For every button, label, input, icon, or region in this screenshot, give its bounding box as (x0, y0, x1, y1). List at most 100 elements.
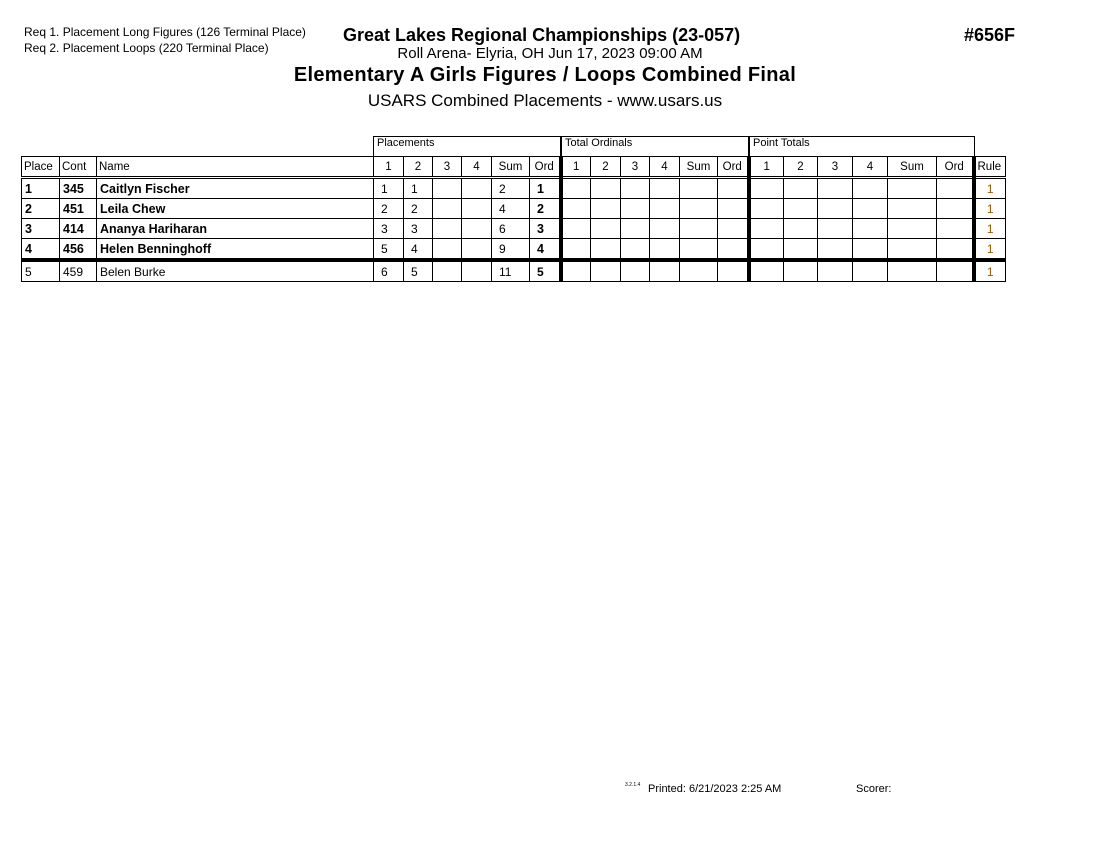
placement-4-cell (461, 238, 492, 262)
points-4-cell (852, 259, 888, 282)
col-ordinal-1: 1 (560, 156, 591, 179)
name-cell: Helen Benninghoff (96, 238, 374, 262)
rule-cell: 1 (973, 218, 1006, 239)
ordinal-1-cell (560, 177, 591, 199)
ordinal-2-cell (590, 238, 621, 262)
placement-3-cell (432, 177, 462, 199)
place-cell: 5 (21, 259, 60, 282)
cont-cell: 456 (59, 238, 97, 262)
points-ord-cell (936, 177, 976, 199)
points-4-cell (852, 177, 888, 199)
scorer-label: Scorer: (856, 783, 892, 795)
ordinal-sum-cell (679, 198, 718, 219)
table-row: 2 451 Leila Chew 2 2 4 2 1 (21, 198, 1006, 219)
table-row: 3 414 Ananya Hariharan 3 3 6 3 1 (21, 218, 1006, 239)
col-points-ord: Ord (936, 156, 976, 179)
points-4-cell (852, 218, 888, 239)
placement-2-cell: 5 (403, 259, 433, 282)
ordinal-ord-cell (717, 218, 751, 239)
placement-1-cell: 1 (373, 177, 404, 199)
place-cell: 3 (21, 218, 60, 239)
cont-cell: 451 (59, 198, 97, 219)
ordinal-sum-cell (679, 177, 718, 199)
placement-4-cell (461, 198, 492, 219)
ordinal-3-cell (620, 218, 650, 239)
placement-1-cell: 3 (373, 218, 404, 239)
ordinal-3-cell (620, 198, 650, 219)
page-title: Great Lakes Regional Championships (23-0… (343, 25, 741, 45)
ordinal-ord-cell (717, 238, 751, 262)
col-rule: Rule (973, 156, 1006, 179)
placement-ord-cell: 3 (529, 218, 563, 239)
placement-sum-cell: 11 (491, 259, 530, 282)
ordinal-4-cell (649, 218, 680, 239)
placement-ord-cell: 1 (529, 177, 563, 199)
name-cell: Ananya Hariharan (96, 218, 374, 239)
ordinal-4-cell (649, 259, 680, 282)
col-points-sum: Sum (887, 156, 937, 179)
points-2-cell (783, 177, 818, 199)
col-placement-1: 1 (373, 156, 404, 179)
ordinal-2-cell (590, 198, 621, 219)
placement-3-cell (432, 259, 462, 282)
col-ordinal-3: 3 (620, 156, 650, 179)
points-1-cell (748, 177, 784, 199)
col-placement-2: 2 (403, 156, 433, 179)
results-table: Place Cont Name 1 2 3 4 Sum Ord 1 2 3 4 … (21, 156, 1006, 282)
table-row: 5 459 Belen Burke 6 5 11 5 1 (21, 259, 1006, 282)
location-date: Roll Arena- Elyria, OH Jun 17, 2023 09:0… (397, 45, 703, 62)
placement-2-cell: 4 (403, 238, 433, 262)
col-placement-sum: Sum (491, 156, 530, 179)
points-sum-cell (887, 238, 937, 262)
points-sum-cell (887, 259, 937, 282)
col-ordinal-2: 2 (590, 156, 621, 179)
event-code: #656F (964, 25, 1016, 45)
rule-cell: 1 (973, 177, 1006, 199)
placement-sum-cell: 6 (491, 218, 530, 239)
points-sum-cell (887, 177, 937, 199)
rule-cell: 1 (973, 198, 1006, 219)
ordinal-3-cell (620, 177, 650, 199)
points-1-cell (748, 238, 784, 262)
name-cell: Belen Burke (96, 259, 374, 282)
table-row: 4 456 Helen Benninghoff 5 4 9 4 1 (21, 238, 1006, 262)
points-ord-cell (936, 198, 976, 219)
cont-cell: 345 (59, 177, 97, 199)
placement-1-cell: 2 (373, 198, 404, 219)
col-points-4: 4 (852, 156, 888, 179)
placement-3-cell (432, 238, 462, 262)
group-total-ordinals: Total Ordinals (561, 136, 749, 156)
ordinal-3-cell (620, 238, 650, 262)
placement-3-cell (432, 198, 462, 219)
placement-2-cell: 3 (403, 218, 433, 239)
ordinal-4-cell (649, 177, 680, 199)
header-row: Place Cont Name 1 2 3 4 Sum Ord 1 2 3 4 … (21, 156, 1006, 179)
ordinal-ord-cell (717, 259, 751, 282)
placement-3-cell (432, 218, 462, 239)
group-point-totals: Point Totals (749, 136, 975, 156)
requirement-1: Req 1. Placement Long Figures (126 Termi… (24, 25, 306, 39)
place-cell: 2 (21, 198, 60, 219)
points-3-cell (817, 259, 853, 282)
rule-cell: 1 (973, 238, 1006, 262)
ordinal-1-cell (560, 198, 591, 219)
col-ordinal-sum: Sum (679, 156, 718, 179)
placement-ord-cell: 5 (529, 259, 563, 282)
col-placement-3: 3 (432, 156, 462, 179)
table-row: 1 345 Caitlyn Fischer 1 1 2 1 1 (21, 177, 1006, 199)
cont-cell: 414 (59, 218, 97, 239)
points-3-cell (817, 218, 853, 239)
points-sum-cell (887, 218, 937, 239)
points-4-cell (852, 198, 888, 219)
points-sum-cell (887, 198, 937, 219)
ordinal-2-cell (590, 218, 621, 239)
points-3-cell (817, 177, 853, 199)
rule-cell: 1 (973, 259, 1006, 282)
points-2-cell (783, 259, 818, 282)
col-name: Name (96, 156, 374, 179)
ordinal-4-cell (649, 238, 680, 262)
requirement-2: Req 2. Placement Loops (220 Terminal Pla… (24, 41, 269, 55)
ordinal-1-cell (560, 218, 591, 239)
placement-ord-cell: 4 (529, 238, 563, 262)
ordinal-sum-cell (679, 218, 718, 239)
